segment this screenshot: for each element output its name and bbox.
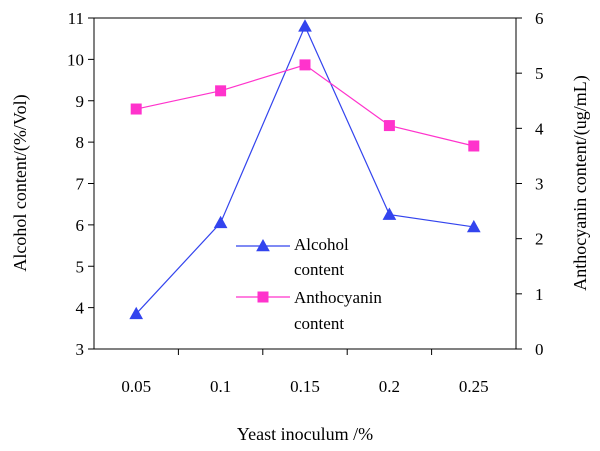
left-y-axis-ticks (88, 17, 94, 350)
right-y-tick-label: 1 (535, 285, 544, 304)
x-axis-title: Yeast inoculum /% (237, 424, 373, 444)
legend-label-line1: Anthocyanin (294, 288, 382, 307)
series-line (136, 64, 474, 147)
legend-label-line2: content (294, 314, 344, 333)
x-axis-ticks (177, 349, 433, 355)
right-y-tick-label: 3 (535, 175, 544, 194)
x-tick-label: 0.1 (210, 377, 231, 396)
legend-marker (257, 291, 269, 303)
x-tick-label: 0.2 (379, 377, 400, 396)
series-1 (129, 19, 481, 320)
legend-marker (256, 238, 270, 252)
data-point (215, 85, 227, 97)
left-y-axis-title: Alcohol content/(%/Vol) (10, 94, 31, 271)
left-y-tick-label: 10 (67, 50, 84, 69)
right-y-tick-label: 6 (535, 9, 544, 28)
data-point (382, 207, 397, 220)
right-y-tick-label: 0 (535, 340, 544, 359)
legend-label-line1: Alcohol (294, 235, 349, 254)
series-layer (129, 19, 481, 320)
legend-entry: Anthocyanin content (236, 288, 382, 333)
right-y-axis-title: Anthocyanin content/(ug/mL) (570, 75, 591, 290)
data-point (298, 19, 312, 32)
left-y-tick-label: 8 (76, 133, 85, 152)
left-y-tick-label: 5 (76, 257, 85, 276)
left-y-tick-label: 6 (76, 216, 85, 235)
series-2 (130, 59, 480, 152)
data-point (213, 215, 228, 229)
data-point (299, 59, 311, 71)
legend-label-line2: content (294, 260, 344, 279)
data-point (468, 140, 480, 152)
x-tick-label: 0.25 (459, 377, 489, 396)
left-y-tick-label: 3 (76, 340, 85, 359)
left-y-tick-label: 11 (68, 9, 84, 28)
right-y-tick-label: 2 (535, 230, 544, 249)
right-y-tick-label: 5 (535, 64, 544, 83)
legend-entry: Alcohol content (236, 235, 349, 279)
legend: Alcohol content Anthocyanin content (236, 235, 382, 333)
x-axis-tick-labels: 0.05 0.1 0.15 0.2 0.25 (121, 377, 488, 396)
data-point (130, 103, 142, 115)
right-y-axis-tick-labels: 0 1 2 3 4 5 6 (535, 9, 544, 359)
data-point (383, 120, 395, 132)
left-y-tick-label: 4 (76, 299, 85, 318)
left-y-tick-label: 9 (76, 92, 85, 111)
x-tick-label: 0.15 (290, 377, 320, 396)
data-point (466, 219, 481, 233)
left-y-axis-tick-labels: 3 4 5 6 7 8 9 10 11 (67, 9, 85, 359)
x-tick-label: 0.05 (121, 377, 151, 396)
left-y-tick-label: 7 (76, 175, 85, 194)
right-y-axis-ticks (516, 17, 522, 350)
data-point (129, 306, 144, 320)
right-y-tick-label: 4 (535, 119, 544, 138)
